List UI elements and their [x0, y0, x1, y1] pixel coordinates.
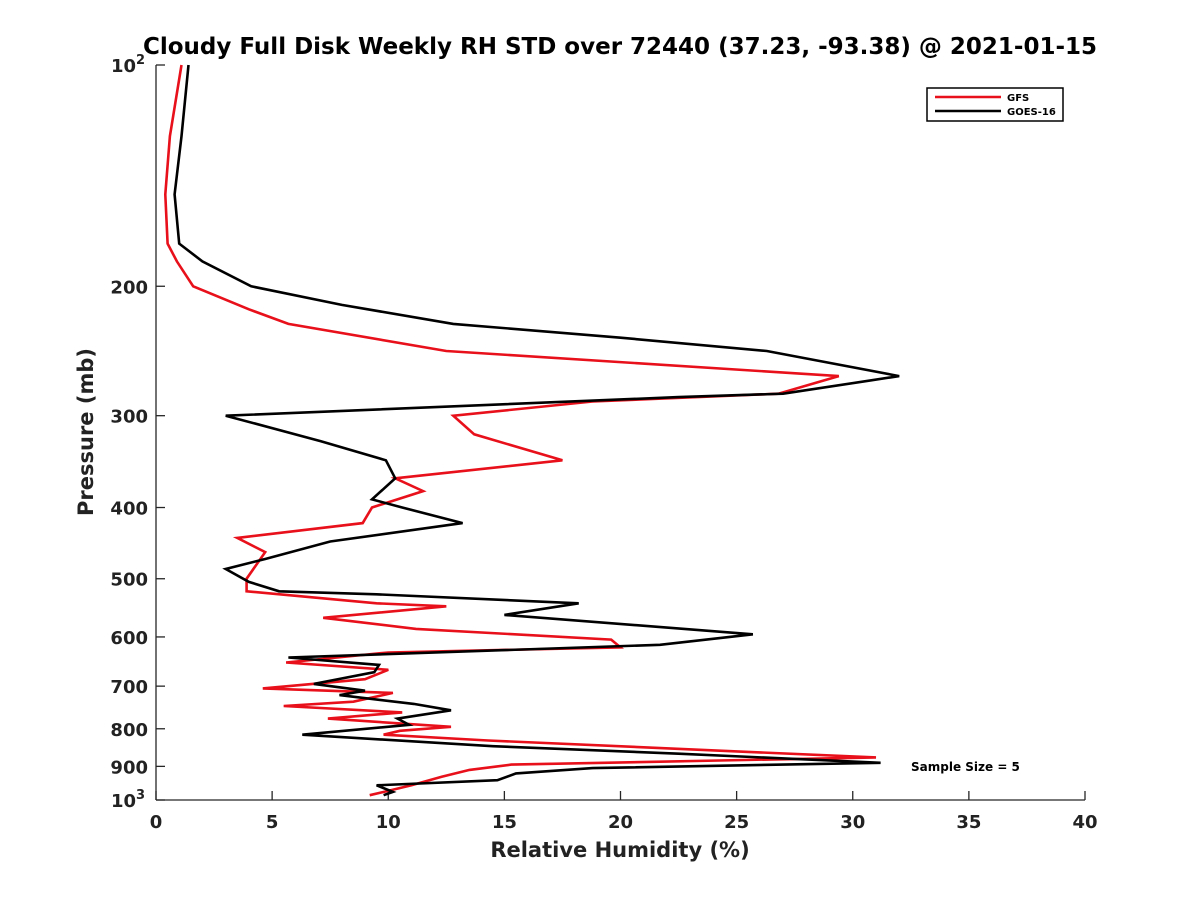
x-tick-label: 10 [376, 812, 401, 833]
x-axis-label: Relative Humidity (%) [490, 838, 749, 862]
legend-box [926, 87, 1064, 122]
y-tick-exponent: 2 [136, 53, 145, 68]
y-tick-label: 200 [110, 277, 148, 298]
series-line-goes-16 [173, 64, 900, 797]
x-tick-label: 20 [608, 812, 633, 833]
legend-entry: GOES-16 [1007, 107, 1056, 118]
y-tick-label: 700 [110, 677, 148, 698]
y-axis-label: Pressure (mb) [74, 348, 98, 516]
y-tick-label: 600 [110, 628, 148, 649]
y-tick-label: 800 [110, 720, 148, 741]
y-tick-label: 300 [110, 407, 148, 428]
x-tick-label: 40 [1072, 812, 1097, 833]
y-tick-label: 500 [110, 570, 148, 591]
y-tick-label: 10 [111, 791, 136, 812]
x-tick-label: 0 [150, 812, 163, 833]
legend: GFS GOES-16 [926, 87, 1064, 122]
legend-entry: GFS [1007, 93, 1029, 104]
x-tick-label: 25 [724, 812, 749, 833]
x-tick-label: 15 [492, 812, 517, 833]
y-tick-exponent: 3 [136, 788, 145, 803]
chart-title: Cloudy Full Disk Weekly RH STD over 7244… [143, 34, 1097, 60]
series-lines [163, 64, 900, 797]
x-tick-label: 35 [956, 812, 981, 833]
series-line-gfs [163, 64, 877, 797]
y-tick-label: 900 [110, 757, 148, 778]
x-tick-label: 5 [266, 812, 279, 833]
sample-size-annotation: Sample Size = 5 [911, 760, 1020, 774]
x-tick-label: 30 [840, 812, 865, 833]
y-tick-label: 400 [110, 499, 148, 520]
y-tick-label: 10 [111, 56, 136, 77]
